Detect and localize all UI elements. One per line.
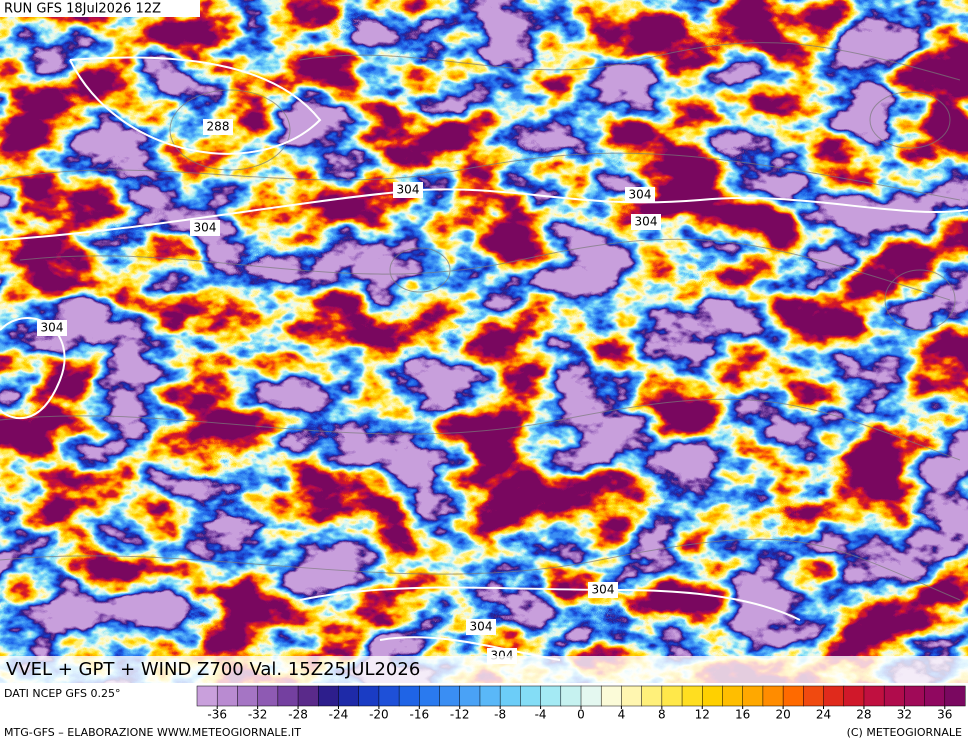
- tick-label: -16: [410, 708, 430, 722]
- contour-label-box: [393, 182, 423, 198]
- color-swatch: [863, 685, 885, 707]
- color-swatch: [540, 685, 562, 707]
- color-swatch: [803, 685, 825, 707]
- tick-label: -20: [369, 708, 389, 722]
- color-swatch: [196, 685, 218, 707]
- color-swatch: [600, 685, 622, 707]
- color-swatch: [499, 685, 521, 707]
- color-swatch: [237, 685, 259, 707]
- vvel-field: [0, 0, 968, 683]
- colorbar: -36 -32 -28 -24 -20 -16 -12 -8 -4 0 4 8 12 16 20 24 28 32…: [196, 685, 966, 722]
- tick-label: 20: [775, 708, 790, 722]
- color-swatch: [681, 685, 703, 707]
- color-swatch: [742, 685, 764, 707]
- color-swatch: [378, 685, 400, 707]
- map-title: VVEL + GPT + WIND Z700 Val. 15Z25JUL2026: [6, 659, 420, 680]
- tick-label: 28: [856, 708, 871, 722]
- color-swatch: [621, 685, 643, 707]
- color-swatch: [216, 685, 238, 707]
- color-swatch: [722, 685, 744, 707]
- color-swatch: [297, 685, 319, 707]
- tick-label: 12: [695, 708, 710, 722]
- tick-label: -12: [450, 708, 470, 722]
- tick-label: -32: [248, 708, 268, 722]
- footer-left: MTG-GFS – ELABORAZIONE WWW.METEOGIORNALE…: [4, 726, 301, 739]
- contour-label: 304: [194, 221, 217, 235]
- contour-label: 304: [41, 321, 64, 335]
- color-swatch: [762, 685, 784, 707]
- tick-label: 16: [735, 708, 750, 722]
- contour-label: 304: [629, 188, 652, 202]
- color-swatch: [944, 685, 966, 707]
- color-swatch: [904, 685, 926, 707]
- color-swatch: [318, 685, 340, 707]
- contour-label: 304: [397, 183, 420, 197]
- color-swatch: [782, 685, 804, 707]
- tick-label: 0: [577, 708, 585, 722]
- color-swatch: [843, 685, 865, 707]
- run-box: [0, 0, 200, 17]
- color-swatch: [398, 685, 420, 707]
- tick-label: 36: [937, 708, 952, 722]
- color-swatch: [702, 685, 724, 707]
- color-swatch: [580, 685, 602, 707]
- color-swatch: [924, 685, 946, 707]
- streamlines: [0, 42, 961, 601]
- contour-label: 304: [592, 583, 615, 597]
- contour-label: 304: [470, 620, 493, 634]
- color-swatch: [257, 685, 279, 707]
- tick-label: 8: [658, 708, 666, 722]
- footer-right: (C) METEOGIORNALE: [847, 726, 962, 739]
- color-swatch: [419, 685, 441, 707]
- title-strip: [0, 656, 968, 683]
- tick-label: -36: [207, 708, 227, 722]
- tick-label: 4: [618, 708, 626, 722]
- color-swatch: [883, 685, 905, 707]
- color-swatch: [520, 685, 542, 707]
- contour-label: 288: [207, 120, 230, 134]
- tick-label: -24: [329, 708, 349, 722]
- color-swatch: [479, 685, 501, 707]
- contour-label-box: [203, 119, 233, 135]
- tick-label: 24: [816, 708, 831, 722]
- tick-label: -28: [288, 708, 308, 722]
- color-swatch: [661, 685, 683, 707]
- color-swatch: [823, 685, 845, 707]
- color-swatch: [358, 685, 380, 707]
- tick-label: -8: [494, 708, 506, 722]
- contour-label-box: [631, 214, 661, 230]
- color-swatch: [439, 685, 461, 707]
- color-swatch: [560, 685, 582, 707]
- contour-label: 304: [635, 215, 658, 229]
- color-swatch: [459, 685, 481, 707]
- contour-label-box: [625, 187, 655, 203]
- tick-label: 32: [897, 708, 912, 722]
- contour-label-box: [588, 582, 618, 598]
- contour-label-box: [190, 220, 220, 236]
- run-label: RUN GFS 18Jul2026 12Z: [4, 2, 161, 17]
- contour-label-box: [466, 619, 496, 635]
- source: DATI NCEP GFS 0.25°: [4, 687, 121, 700]
- color-swatch: [338, 685, 360, 707]
- contour-label-box: [37, 320, 67, 336]
- color-swatch: [641, 685, 663, 707]
- color-swatch: [277, 685, 299, 707]
- tick-label: -4: [535, 708, 547, 722]
